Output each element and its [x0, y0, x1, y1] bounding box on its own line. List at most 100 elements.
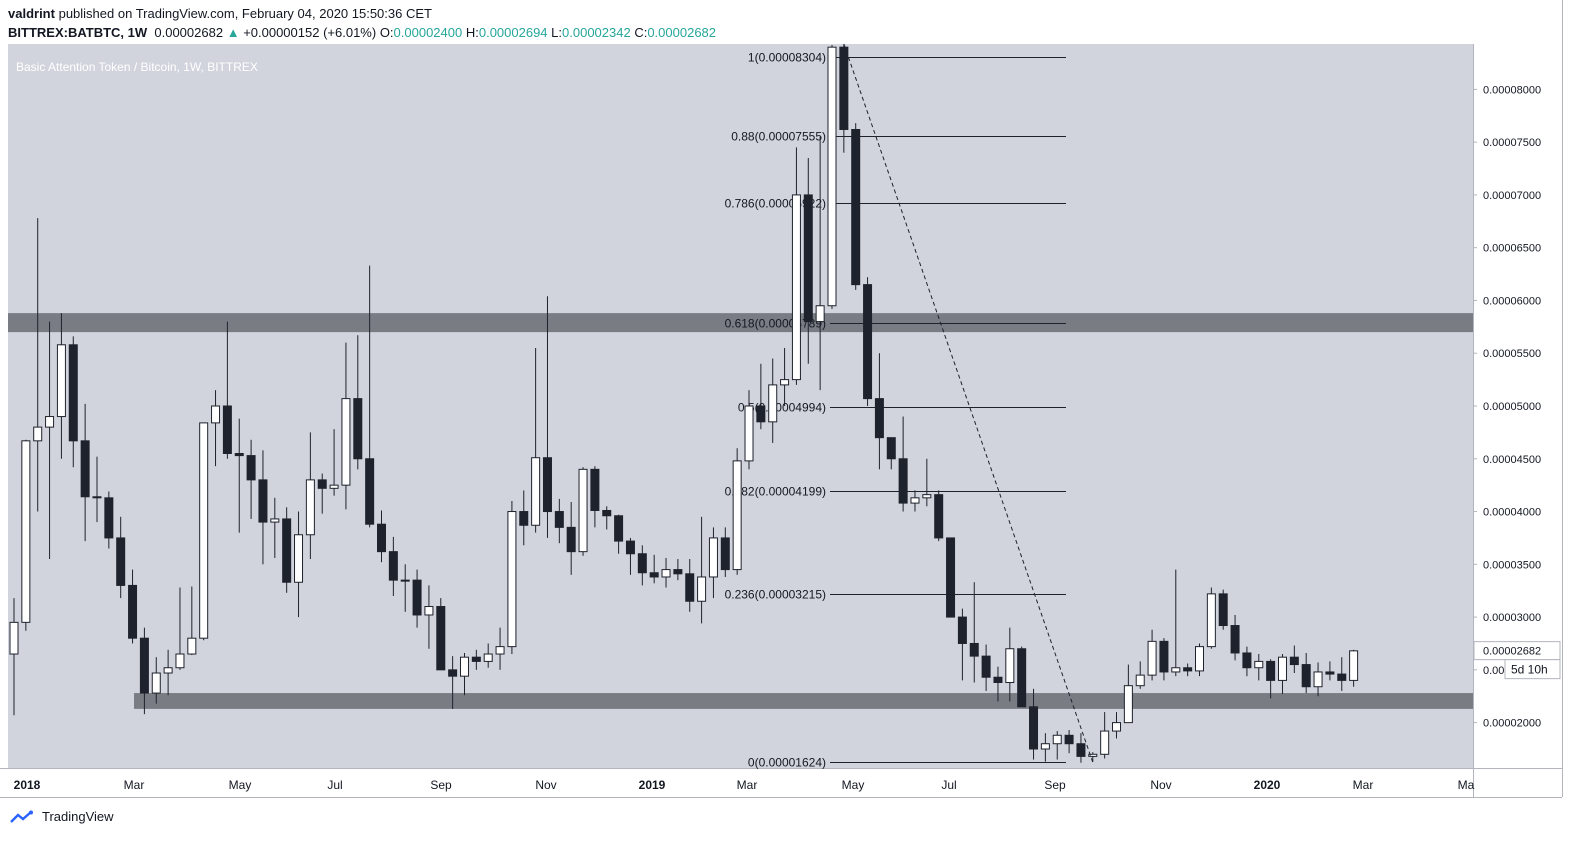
- close-value: 0.00002682: [647, 25, 717, 40]
- candle-body: [151, 672, 161, 694]
- candle-body: [388, 551, 398, 581]
- candle-body: [993, 676, 1003, 684]
- x-tick-label: Jul: [327, 778, 342, 792]
- candle-body: [1183, 667, 1193, 672]
- candle-body: [305, 479, 315, 536]
- candle-body: [175, 653, 185, 669]
- tradingview-logo[interactable]: TradingView: [10, 809, 114, 824]
- candle-body: [803, 194, 813, 323]
- up-arrow-icon: ▲: [226, 25, 240, 40]
- candle-body: [708, 537, 718, 578]
- candle-body: [815, 305, 825, 323]
- candle-body: [863, 284, 873, 400]
- candle-body: [33, 426, 43, 442]
- candle-body: [969, 642, 979, 657]
- symbol-info-bar: BITTREX:BATBTC, 1W 0.00002682 ▲ +0.00000…: [8, 25, 716, 40]
- y-tick-label: 0.00007000: [1483, 190, 1541, 202]
- candle-body: [341, 398, 351, 486]
- candle-body: [21, 440, 31, 623]
- candle-body: [199, 422, 209, 639]
- plot-background: [8, 44, 1473, 768]
- candle-body: [495, 646, 505, 655]
- x-tick-label: Sep: [430, 778, 452, 792]
- close-label: C:: [634, 25, 648, 40]
- candle-body: [412, 579, 422, 616]
- support-resistance-zone: [134, 693, 1473, 709]
- last-price-tag-label: 0.00002682: [1483, 646, 1541, 658]
- candle-body: [211, 405, 221, 424]
- candle-body: [246, 455, 256, 481]
- y-tick-label: 0.00006000: [1483, 295, 1541, 307]
- candle-body: [697, 576, 707, 602]
- candle-body: [1266, 660, 1276, 681]
- price-change: +0.00000152 (+6.01%): [243, 25, 377, 40]
- tradingview-logo-icon: [10, 810, 33, 823]
- publish-info: valdrint published on TradingView.com, F…: [8, 6, 432, 21]
- candle-body: [720, 537, 730, 571]
- candle-body: [222, 405, 232, 454]
- x-tick-label: Nov: [535, 778, 556, 792]
- last-price: 0.00002682: [154, 25, 224, 40]
- fib-level-label: 0.382(0.00004199): [725, 485, 826, 499]
- candle-body: [365, 458, 375, 525]
- candle-body: [578, 468, 588, 553]
- candle-body: [851, 128, 861, 286]
- candle-body: [839, 46, 849, 130]
- fib-level-label: 1(0.00008304): [748, 51, 826, 65]
- fib-trend-line: [843, 43, 1094, 763]
- y-tick-label: 0.00007500: [1483, 137, 1541, 149]
- candle-body: [1313, 671, 1323, 688]
- author-name[interactable]: valdrint: [8, 6, 55, 21]
- candle-body: [128, 584, 138, 639]
- y-tick-label: 0.00005500: [1483, 348, 1541, 360]
- candle-body: [1147, 640, 1157, 676]
- candle-body: [424, 606, 434, 616]
- candle-body: [1301, 664, 1311, 688]
- candle-body: [531, 457, 541, 526]
- candle-body: [1135, 674, 1145, 687]
- candle-body: [1112, 722, 1122, 732]
- y-tick-label: 0.00002000: [1483, 718, 1541, 730]
- candle-body: [673, 569, 683, 575]
- y-tick-label: 0.00003000: [1483, 612, 1541, 624]
- candle-body: [116, 537, 126, 586]
- candle-body: [1206, 593, 1216, 648]
- candle-body: [234, 452, 244, 457]
- x-tick-label: 2018: [14, 778, 41, 792]
- candle-body: [886, 437, 896, 460]
- candle-body: [1064, 734, 1074, 745]
- candle-body: [1230, 625, 1240, 654]
- candle-body: [400, 579, 410, 582]
- candle-body: [377, 523, 387, 553]
- low-value: 0.00002342: [562, 25, 631, 40]
- candle-body: [56, 344, 66, 418]
- candle-body: [1076, 743, 1086, 757]
- high-label: H:: [465, 25, 479, 40]
- support-resistance-zone: [8, 313, 1473, 333]
- candle-body: [104, 497, 114, 539]
- candle-body: [791, 194, 801, 381]
- candle-body: [566, 526, 576, 553]
- candle-body: [780, 379, 790, 386]
- candle-body: [874, 398, 884, 439]
- fib-level-label: 0.88(0.00007555): [731, 130, 826, 144]
- candle-body: [1029, 706, 1039, 750]
- y-tick-label: 0.00004500: [1483, 454, 1541, 466]
- x-tick-label: May: [842, 778, 865, 792]
- candle-body: [1159, 640, 1169, 673]
- candle-body: [329, 484, 339, 489]
- candle-body: [981, 655, 991, 678]
- candle-body: [1254, 660, 1264, 669]
- candle-body: [637, 553, 647, 574]
- candle-body: [317, 479, 327, 489]
- candle-body: [459, 656, 469, 677]
- chart-title: Basic Attention Token / Bitcoin, 1W, BIT…: [16, 60, 258, 74]
- candle-body: [519, 511, 529, 526]
- candle-body: [1040, 743, 1050, 750]
- x-tick-label: Nov: [1150, 778, 1171, 792]
- candle-body: [187, 637, 197, 655]
- candle-body: [744, 405, 754, 462]
- countdown-label: 5d 10h: [1511, 663, 1548, 677]
- candle-body: [1289, 656, 1299, 666]
